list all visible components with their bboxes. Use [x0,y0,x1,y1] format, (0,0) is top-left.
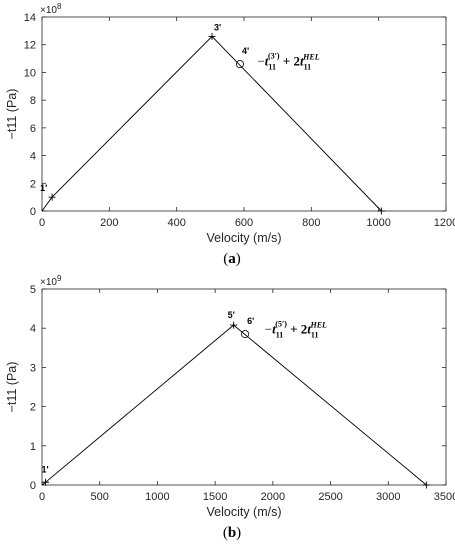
y-tick-label: 12 [24,40,36,52]
point-label: 4' [242,46,249,56]
figure-caption: (b) [223,525,241,541]
point-label: 6' [247,316,254,326]
y-tick-label: 6 [30,123,36,135]
y-tick-label: 0 [30,206,36,218]
formula-annotation: −t11(5′) + 2t11HEL [265,320,327,340]
y-tick-label: 2 [30,178,36,190]
formula-annotation: −t11(3′) + 2t11HEL [257,52,319,72]
series-line [41,35,382,212]
point-marker-plus [41,478,49,486]
x-tick-label: 400 [167,217,185,229]
y-tick-label: 4 [30,151,36,163]
point-marker-circle [235,60,244,69]
point-marker-plus [48,193,56,201]
x-tick-label: 2500 [318,491,342,503]
x-tick-label: 800 [302,217,320,229]
y-tick-label: 5 [30,284,36,296]
y-tick-label: 2 [30,402,36,414]
x-tick-label: 2000 [261,491,285,503]
point-marker-plus [422,481,430,489]
x-tick-label: 1000 [366,217,390,229]
y-tick-label: 14 [24,12,36,24]
x-tick-label: 3000 [376,491,400,503]
y-axis-label: −t11 (Pa) [5,362,19,413]
point-label: 1' [40,183,47,193]
x-tick-label: 500 [91,491,109,503]
x-tick-label: 1500 [203,491,227,503]
point-label: 5' [228,310,235,320]
point-label: 3' [214,22,221,32]
y-axis-multiplier: ×108 [40,2,62,16]
point-marker-circle [241,330,250,339]
point-marker-plus [377,207,385,215]
plot-area [41,288,447,486]
x-tick-label: 0 [39,491,45,503]
point-marker-plus [208,32,216,40]
y-axis-multiplier: ×109 [40,274,62,288]
y-axis-label: −t11 (Pa) [5,89,19,140]
y-tick-label: 8 [30,95,36,107]
y-tick-label: 0 [30,480,36,492]
figure-caption: (a) [223,251,241,267]
x-tick-label: 600 [235,217,253,229]
y-tick-label: 10 [24,67,36,79]
y-tick-label: 3 [30,362,36,374]
point-label: 1' [41,464,48,474]
x-tick-label: 200 [100,217,118,229]
plot-area [41,16,447,212]
x-axis-label: Velocity (m/s) [206,505,281,519]
series-line [41,324,427,486]
x-axis-label: Velocity (m/s) [206,231,281,245]
x-tick-label: 1000 [145,491,169,503]
y-tick-label: 1 [30,441,36,453]
x-tick-label: 0 [39,217,45,229]
y-tick-label: 4 [30,323,36,335]
point-marker-plus [230,321,238,329]
